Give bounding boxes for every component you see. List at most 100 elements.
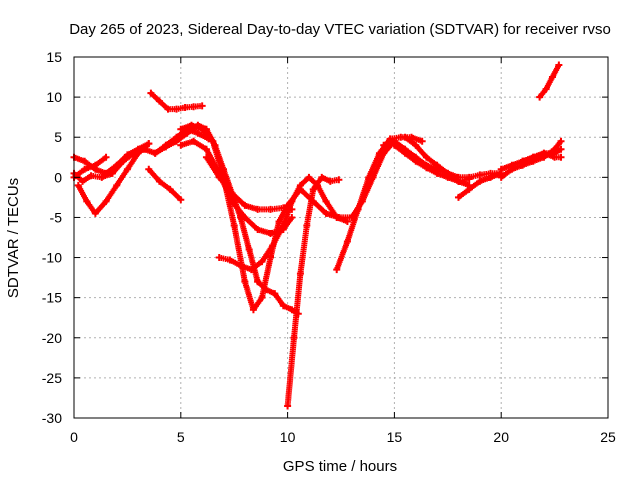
x-tick-label: 5: [177, 429, 185, 445]
chart-title: Day 265 of 2023, Sidereal Day-to-day VTE…: [69, 21, 611, 38]
data-point: [102, 197, 110, 205]
data-point: [296, 270, 304, 278]
data-point: [540, 149, 548, 157]
data-point: [322, 209, 330, 217]
data-point: [113, 161, 121, 169]
data-point: [487, 173, 495, 181]
data-point: [91, 209, 99, 217]
data-point: [333, 266, 341, 274]
data-point: [326, 177, 334, 185]
y-tick-label: -5: [50, 209, 63, 225]
data-point: [551, 153, 559, 161]
data-point: [198, 102, 206, 110]
data-point: [529, 153, 537, 161]
data-point: [279, 302, 287, 310]
data-point: [187, 121, 195, 129]
y-tick-label: -10: [42, 250, 62, 266]
data-series: [284, 173, 343, 410]
data-point: [258, 258, 266, 266]
data-point: [354, 205, 362, 213]
data-point: [519, 157, 527, 165]
data-point: [305, 173, 313, 181]
data-point: [309, 197, 317, 205]
data-series: [147, 89, 206, 113]
data-point: [380, 141, 388, 149]
data-point: [155, 177, 163, 185]
data-point: [241, 201, 249, 209]
data-point: [254, 205, 262, 213]
data-point: [284, 402, 292, 410]
data-point: [343, 238, 351, 246]
data-series: [70, 125, 213, 185]
data-point: [476, 177, 484, 185]
data-point: [318, 173, 326, 181]
data-point: [309, 185, 317, 193]
data-point: [241, 278, 249, 286]
data-point: [177, 141, 185, 149]
data-point: [113, 181, 121, 189]
data-point: [230, 221, 238, 229]
data-point: [202, 145, 210, 153]
data-point: [102, 169, 110, 177]
data-point: [215, 173, 223, 181]
data-point: [190, 103, 198, 111]
data-point: [134, 149, 142, 157]
data-point: [412, 157, 420, 165]
data-point: [147, 89, 155, 97]
data-point: [422, 153, 430, 161]
data-series: [536, 61, 563, 101]
data-series: [74, 140, 153, 217]
data-point: [401, 149, 409, 157]
data-point: [102, 153, 110, 161]
data-point: [241, 213, 249, 221]
data-marker-trace: [145, 166, 183, 202]
data-point: [542, 85, 550, 93]
y-tick-label: -15: [42, 290, 62, 306]
data-point: [557, 145, 565, 153]
data-point: [83, 197, 91, 205]
data-point: [322, 197, 330, 205]
y-tick-label: 10: [46, 89, 62, 105]
data-series: [70, 153, 110, 181]
data-point: [271, 290, 279, 298]
x-tick-label: 0: [70, 429, 78, 445]
data-point: [254, 225, 262, 233]
data-point: [177, 125, 185, 133]
data-point: [245, 246, 253, 254]
data-point: [284, 201, 292, 209]
data-point: [173, 105, 181, 113]
data-point: [226, 256, 234, 264]
data-series: [145, 165, 185, 204]
data-point: [202, 153, 210, 161]
y-tick-label: -30: [42, 410, 62, 426]
data-point: [465, 185, 473, 193]
data-point: [365, 173, 373, 181]
data-point: [123, 165, 131, 173]
data-point: [177, 196, 185, 204]
data-point: [215, 254, 223, 262]
data-point: [87, 172, 95, 180]
data-point: [209, 137, 217, 145]
data-point: [296, 185, 304, 193]
data-point: [267, 205, 275, 213]
data-point: [267, 229, 275, 237]
data-point: [401, 133, 409, 141]
data-point: [454, 177, 462, 185]
data-point: [444, 169, 452, 177]
data-point: [166, 185, 174, 193]
data-point: [303, 221, 311, 229]
data-point: [151, 149, 159, 157]
x-tick-label: 10: [280, 429, 296, 445]
data-point: [155, 97, 163, 105]
data-point: [123, 151, 131, 159]
data-point: [162, 143, 170, 151]
y-tick-label: 5: [54, 129, 62, 145]
x-tick-label: 15: [387, 429, 403, 445]
data-point: [228, 189, 236, 197]
data-point: [497, 173, 505, 181]
data-point: [412, 141, 420, 149]
data-series: [519, 149, 565, 165]
y-axis-label: SDTVAR / TECUs: [5, 178, 22, 298]
